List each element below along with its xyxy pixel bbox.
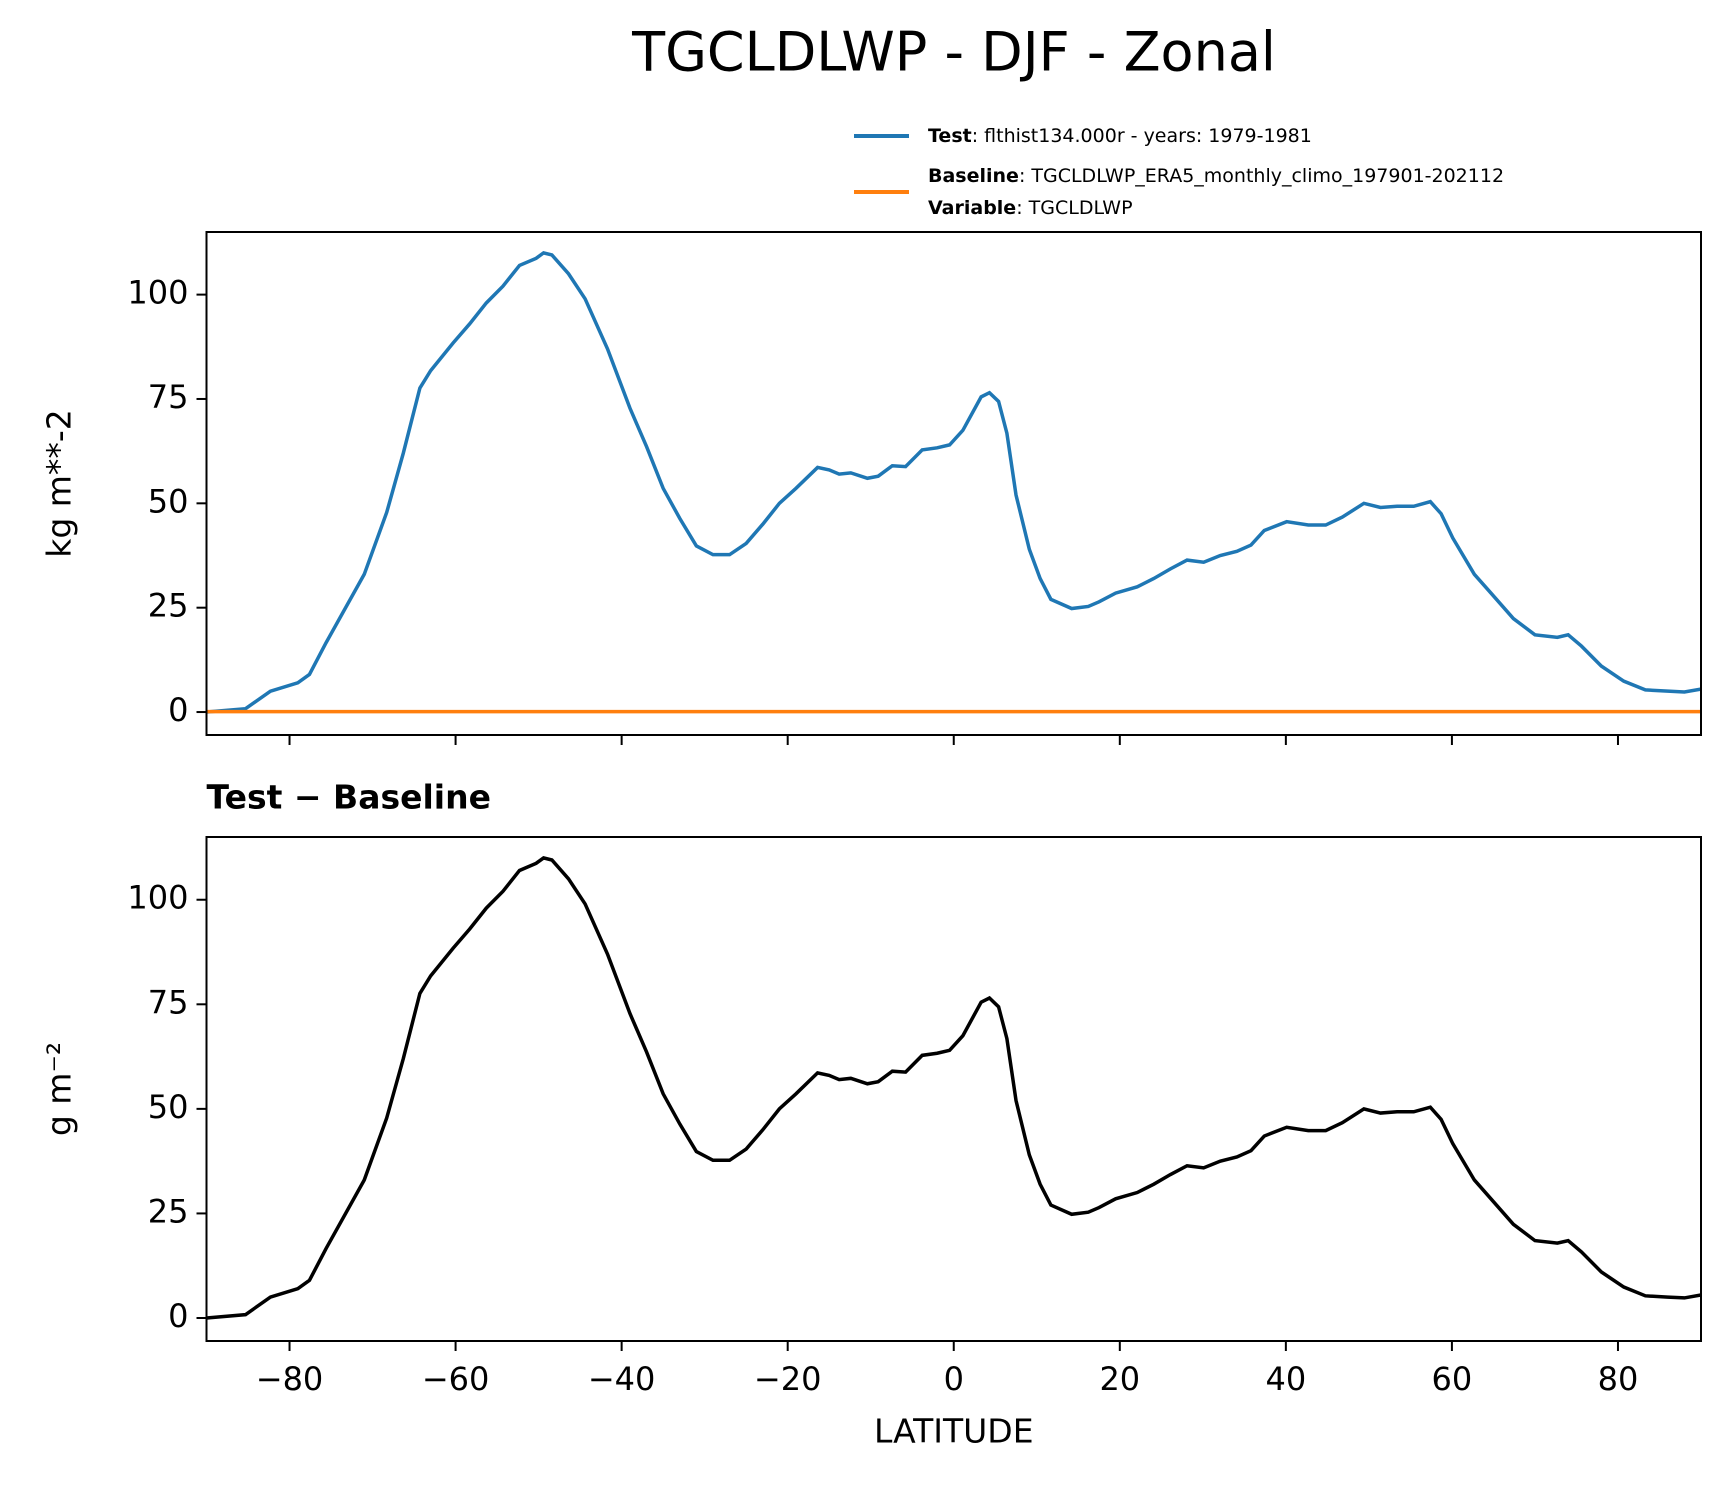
y-tick-label: 100: [127, 274, 188, 312]
axes-frame: [205, 836, 1702, 1342]
y-tick-label: 25: [148, 587, 189, 625]
y-tick-label: 0: [168, 1297, 188, 1335]
y-tick-label: 25: [148, 1192, 189, 1230]
legend-value: : TGCLDLWP: [1016, 197, 1132, 219]
y-tick-label: 100: [127, 879, 188, 917]
series-line: [206, 856, 1701, 1320]
legend-entry: Variable: TGCLDLWP: [928, 197, 1133, 219]
x-tick-label: 0: [944, 1360, 964, 1398]
x-tick-label: −40: [588, 1360, 656, 1398]
x-tick-label: −80: [256, 1360, 324, 1398]
legend-description: : TGCLDLWP_ERA5_monthly_climo_197901-202…: [1019, 165, 1504, 187]
x-tick-label: 80: [1598, 1360, 1639, 1398]
x-tick-label: 60: [1432, 1360, 1473, 1398]
y-axis-label: g m⁻²: [40, 1042, 79, 1136]
x-axis-label: LATITUDE: [874, 1412, 1034, 1451]
axes-title: Test − Baseline: [207, 778, 492, 817]
legend-key: Variable: [928, 197, 1016, 219]
series-line: [206, 250, 1701, 714]
x-tick-label: −20: [754, 1360, 822, 1398]
x-tick-label: 40: [1266, 1360, 1307, 1398]
x-tick-label: −60: [422, 1360, 490, 1398]
legend-entry: Baseline: TGCLDLWP_ERA5_monthly_climo_19…: [928, 165, 1504, 187]
legend-name: Baseline: [928, 165, 1019, 187]
y-tick-label: 75: [148, 983, 189, 1021]
y-tick-label: 50: [148, 1088, 189, 1126]
legend-name: Test: [928, 125, 972, 147]
y-tick-label: 50: [148, 482, 189, 520]
y-axis-label: kg m**-2: [40, 409, 79, 558]
x-tick-label: 20: [1099, 1360, 1140, 1398]
legend-entry: Test: flthist134.000r - years: 1979-1981: [928, 125, 1312, 147]
legend-description: : flthist134.000r - years: 1979-1981: [972, 125, 1312, 147]
figure-title: TGCLDLWP - DJF - Zonal: [631, 21, 1276, 84]
axes-frame: [205, 231, 1702, 736]
y-tick-label: 0: [168, 691, 188, 729]
y-tick-label: 75: [148, 378, 189, 416]
